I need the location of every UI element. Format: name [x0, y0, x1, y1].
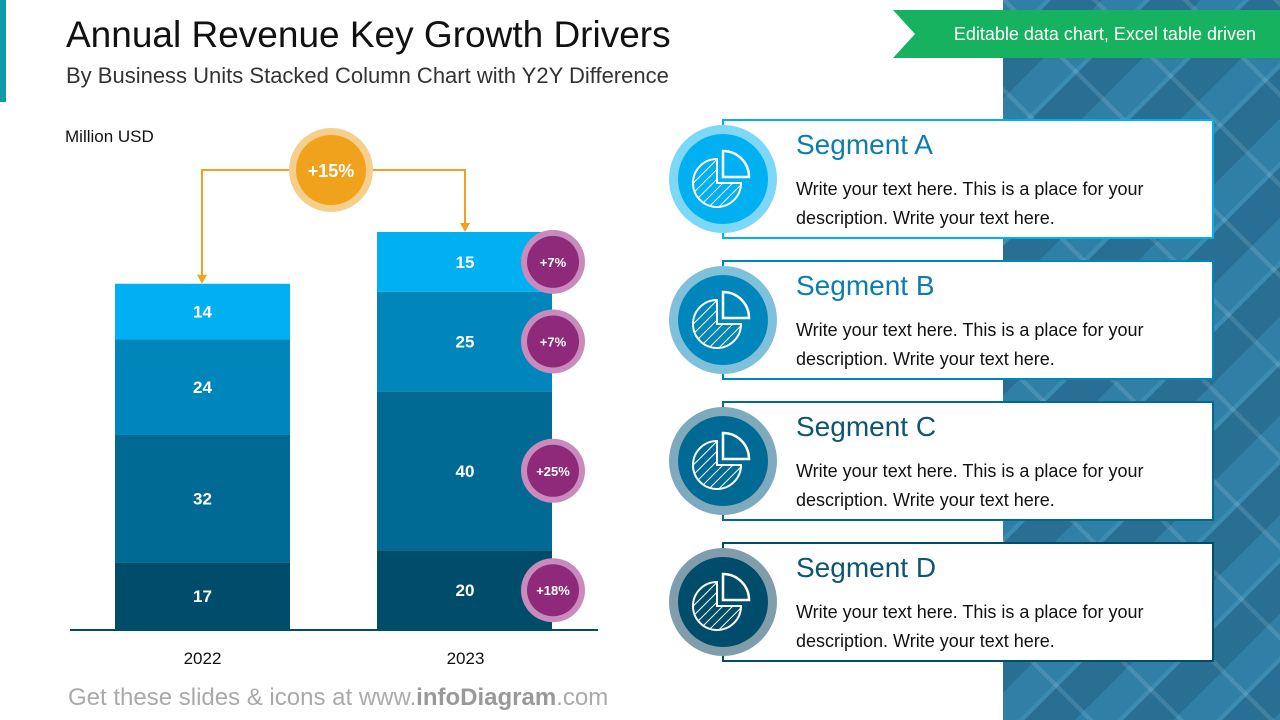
segment-title: Segment A — [796, 129, 933, 160]
data-label: 25 — [456, 332, 475, 351]
title-accent-bar — [0, 0, 6, 102]
change-badge: +25% — [521, 438, 585, 503]
segment-title: Segment B — [796, 270, 935, 301]
page-title: Annual Revenue Key Growth Drivers — [66, 14, 671, 55]
y-axis-label: Million USD — [65, 127, 154, 146]
segment-icon-badge — [669, 266, 777, 374]
data-label: 24 — [193, 378, 212, 397]
segment-title: Segment D — [796, 552, 937, 583]
bar-segment — [115, 562, 290, 630]
change-badge: +7% — [521, 309, 585, 374]
footer: Get these slides & icons at www.infoDiag… — [68, 684, 608, 712]
bar-segment — [115, 434, 290, 563]
bar-segment — [115, 283, 290, 340]
change-label: +18% — [536, 583, 570, 598]
pie-chart-icon — [692, 149, 751, 208]
data-label: 17 — [193, 587, 212, 606]
data-label: 20 — [456, 581, 475, 600]
segment-description: Write your text here. This is a place fo… — [796, 461, 1144, 510]
editable-banner: Editable data chart, Excel table driven — [893, 10, 1280, 58]
segment-description: Write your text here. This is a place fo… — [796, 602, 1144, 651]
page-subtitle: By Business Units Stacked Column Chart w… — [66, 63, 669, 88]
change-badge: +18% — [521, 558, 585, 623]
segment-description: Write your text here. This is a place fo… — [796, 179, 1144, 228]
footer-suffix: .com — [556, 684, 609, 711]
stacked-column-chart: 17 32 24 14 2022 20 +18% 40 +25% 25 +7% 15 +7% 2023 +1… — [70, 128, 598, 668]
data-label: 15 — [456, 253, 475, 272]
data-label: 32 — [193, 490, 212, 509]
bar-segment — [115, 339, 290, 435]
data-label: 40 — [456, 462, 475, 481]
segment-card: Segment C Write your text here. This is a… — [722, 401, 1214, 521]
total-change-label: +15% — [308, 161, 355, 181]
segment-description: Write your text here. This is a place fo… — [796, 320, 1144, 369]
pie-chart-icon — [692, 431, 751, 490]
segment-card: Segment A Write your text here. This is a… — [722, 119, 1214, 239]
arrow-head — [197, 274, 207, 284]
change-badge: +7% — [521, 229, 585, 294]
pie-chart-icon — [692, 290, 751, 349]
arrow-head — [460, 223, 470, 232]
growth-badge — [296, 135, 366, 205]
segment-card: Segment B Write your text here. This is a… — [722, 260, 1214, 380]
segment-icon-badge — [669, 407, 777, 515]
segment-icon-badge — [669, 548, 777, 656]
segment-icon-badge — [669, 125, 777, 233]
x-tick-label: 2022 — [184, 649, 222, 668]
footer-brand: infoDiagram — [416, 684, 557, 711]
pie-chart-icon — [692, 572, 751, 631]
change-label: +7% — [540, 334, 567, 349]
x-tick-label: 2023 — [447, 649, 485, 668]
footer-prefix: Get these slides & icons at www. — [68, 684, 417, 711]
data-label: 14 — [193, 303, 212, 322]
segment-title: Segment C — [796, 411, 937, 442]
change-label: +25% — [536, 464, 570, 479]
segment-card: Segment D Write your text here. This is a… — [722, 542, 1214, 662]
change-label: +7% — [540, 255, 567, 270]
